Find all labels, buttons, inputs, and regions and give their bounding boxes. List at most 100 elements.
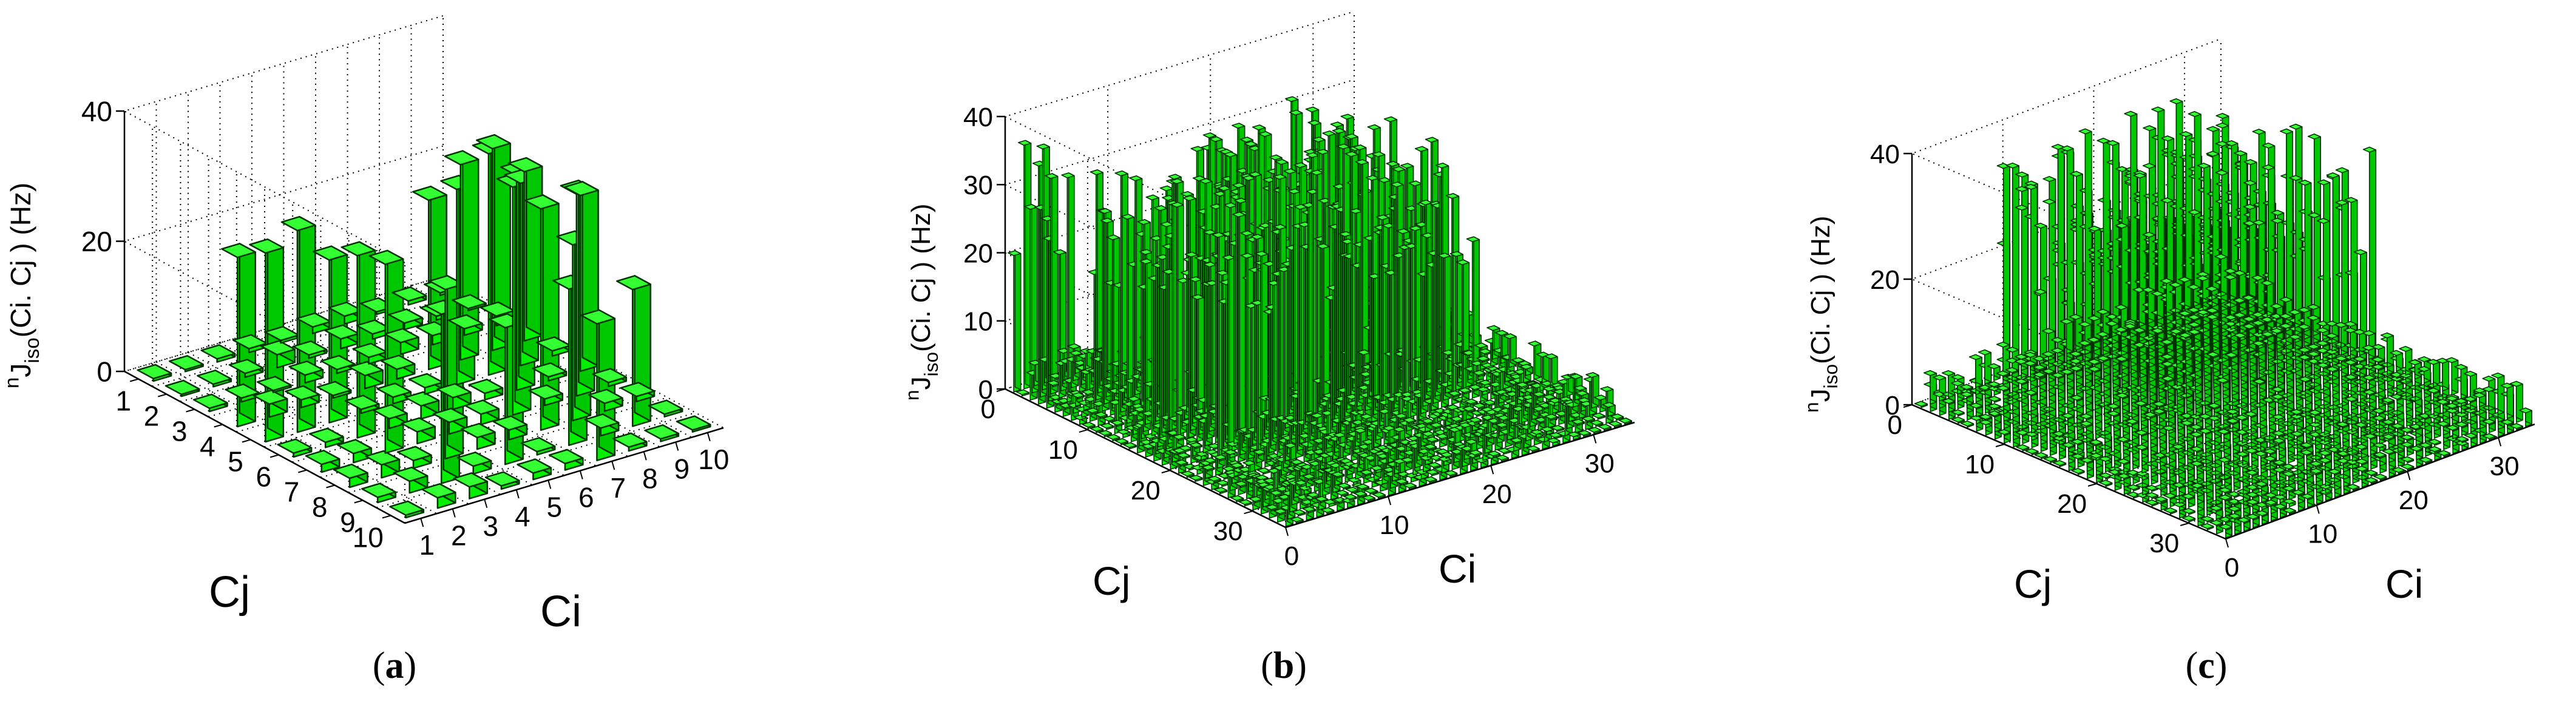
bar <box>517 458 552 481</box>
z-tick-label: 20 <box>81 226 112 257</box>
cj-tick-label: 4 <box>200 431 215 462</box>
ci-tick-label: 0 <box>2225 553 2239 583</box>
bar <box>285 385 320 408</box>
bar <box>200 344 236 363</box>
bar <box>228 359 264 378</box>
bar <box>456 452 492 475</box>
bar <box>384 328 419 356</box>
ci-tick-label: 1 <box>419 529 435 561</box>
bar <box>253 389 288 418</box>
cj-tick-label: 0 <box>1888 410 1902 440</box>
cj-tick-label: 1 <box>116 385 132 417</box>
z-tick-label: 0 <box>97 356 112 388</box>
bar <box>264 325 300 344</box>
bar <box>588 388 623 412</box>
bar <box>444 150 480 361</box>
bar <box>468 379 504 401</box>
bar <box>492 415 528 441</box>
bar <box>372 404 408 430</box>
bar <box>396 445 432 469</box>
bar <box>308 427 344 448</box>
ci-tick-label: 10 <box>2308 519 2337 549</box>
bar <box>348 360 384 390</box>
bars <box>1914 98 2533 538</box>
bar <box>620 382 656 402</box>
caption-a: (a) <box>372 645 417 686</box>
ci-tick-label: 4 <box>515 501 530 532</box>
bar <box>380 354 416 380</box>
cj-axis <box>124 370 405 524</box>
bar <box>460 422 496 450</box>
bar <box>277 438 313 458</box>
bar <box>676 415 711 433</box>
z-tick-label: 40 <box>1870 140 1900 169</box>
cj-tick-label: 30 <box>2149 529 2179 558</box>
bar <box>532 362 568 382</box>
cj-tick-label: 2 <box>144 401 160 432</box>
ci-tick-label: 30 <box>2490 452 2520 481</box>
bar <box>464 399 500 425</box>
bar <box>612 432 648 452</box>
caption-c: (c) <box>2185 645 2228 686</box>
cj-tick-label: 20 <box>2057 489 2087 519</box>
z-tick-label: 40 <box>81 96 112 127</box>
bar <box>389 500 425 519</box>
bar <box>644 424 680 442</box>
z-tick-label: 20 <box>1870 265 1900 295</box>
caption-letter: c <box>2198 645 2215 686</box>
bar <box>520 437 556 456</box>
bar <box>361 482 396 504</box>
cj-tick-label: 7 <box>284 476 300 508</box>
bar <box>421 483 456 509</box>
bar <box>333 463 368 489</box>
ci-tick-label: 20 <box>2399 485 2429 515</box>
bar <box>292 340 328 359</box>
caption-letter: a <box>385 645 404 686</box>
bar <box>484 471 520 490</box>
bar <box>453 472 489 499</box>
ci-tick-label: 3 <box>483 510 498 542</box>
bar <box>432 407 468 435</box>
cj-tick-label: 8 <box>312 492 328 523</box>
bar <box>592 368 627 387</box>
cj-axis-label: Cj <box>2014 561 2052 606</box>
ci-axis-label: Ci <box>2385 561 2423 606</box>
bar <box>376 382 412 405</box>
cj-tick-label: 9 <box>340 507 356 538</box>
bar <box>548 448 584 471</box>
bar <box>648 399 683 418</box>
z-axis-label: nJiso(Ci. Cj ) (Hz) <box>1801 215 1842 413</box>
bar <box>168 355 204 373</box>
bar <box>256 376 292 393</box>
bar <box>288 360 324 384</box>
bar <box>401 417 436 445</box>
bar <box>192 393 228 413</box>
bar <box>305 450 341 473</box>
bar <box>528 384 563 407</box>
bar <box>313 245 348 424</box>
ci-tick-label: 2 <box>451 519 467 551</box>
bar <box>137 364 172 382</box>
bar <box>452 294 487 311</box>
bar <box>584 413 620 437</box>
cj-tick-label: 10 <box>353 522 384 553</box>
bar <box>260 340 296 369</box>
bar <box>388 308 423 331</box>
bar <box>447 314 483 336</box>
cj-tick-label: 3 <box>172 416 188 447</box>
ci-axis <box>404 427 724 524</box>
caption-b: (b) <box>1261 645 1307 686</box>
cj-tick-label: 10 <box>1965 450 1995 479</box>
cj-tick-label: 6 <box>256 461 272 493</box>
bars <box>137 134 711 519</box>
bar <box>164 379 200 398</box>
caption-letter: b <box>1273 645 1295 686</box>
bar <box>197 370 232 388</box>
bar <box>337 439 372 464</box>
bar <box>391 286 427 306</box>
